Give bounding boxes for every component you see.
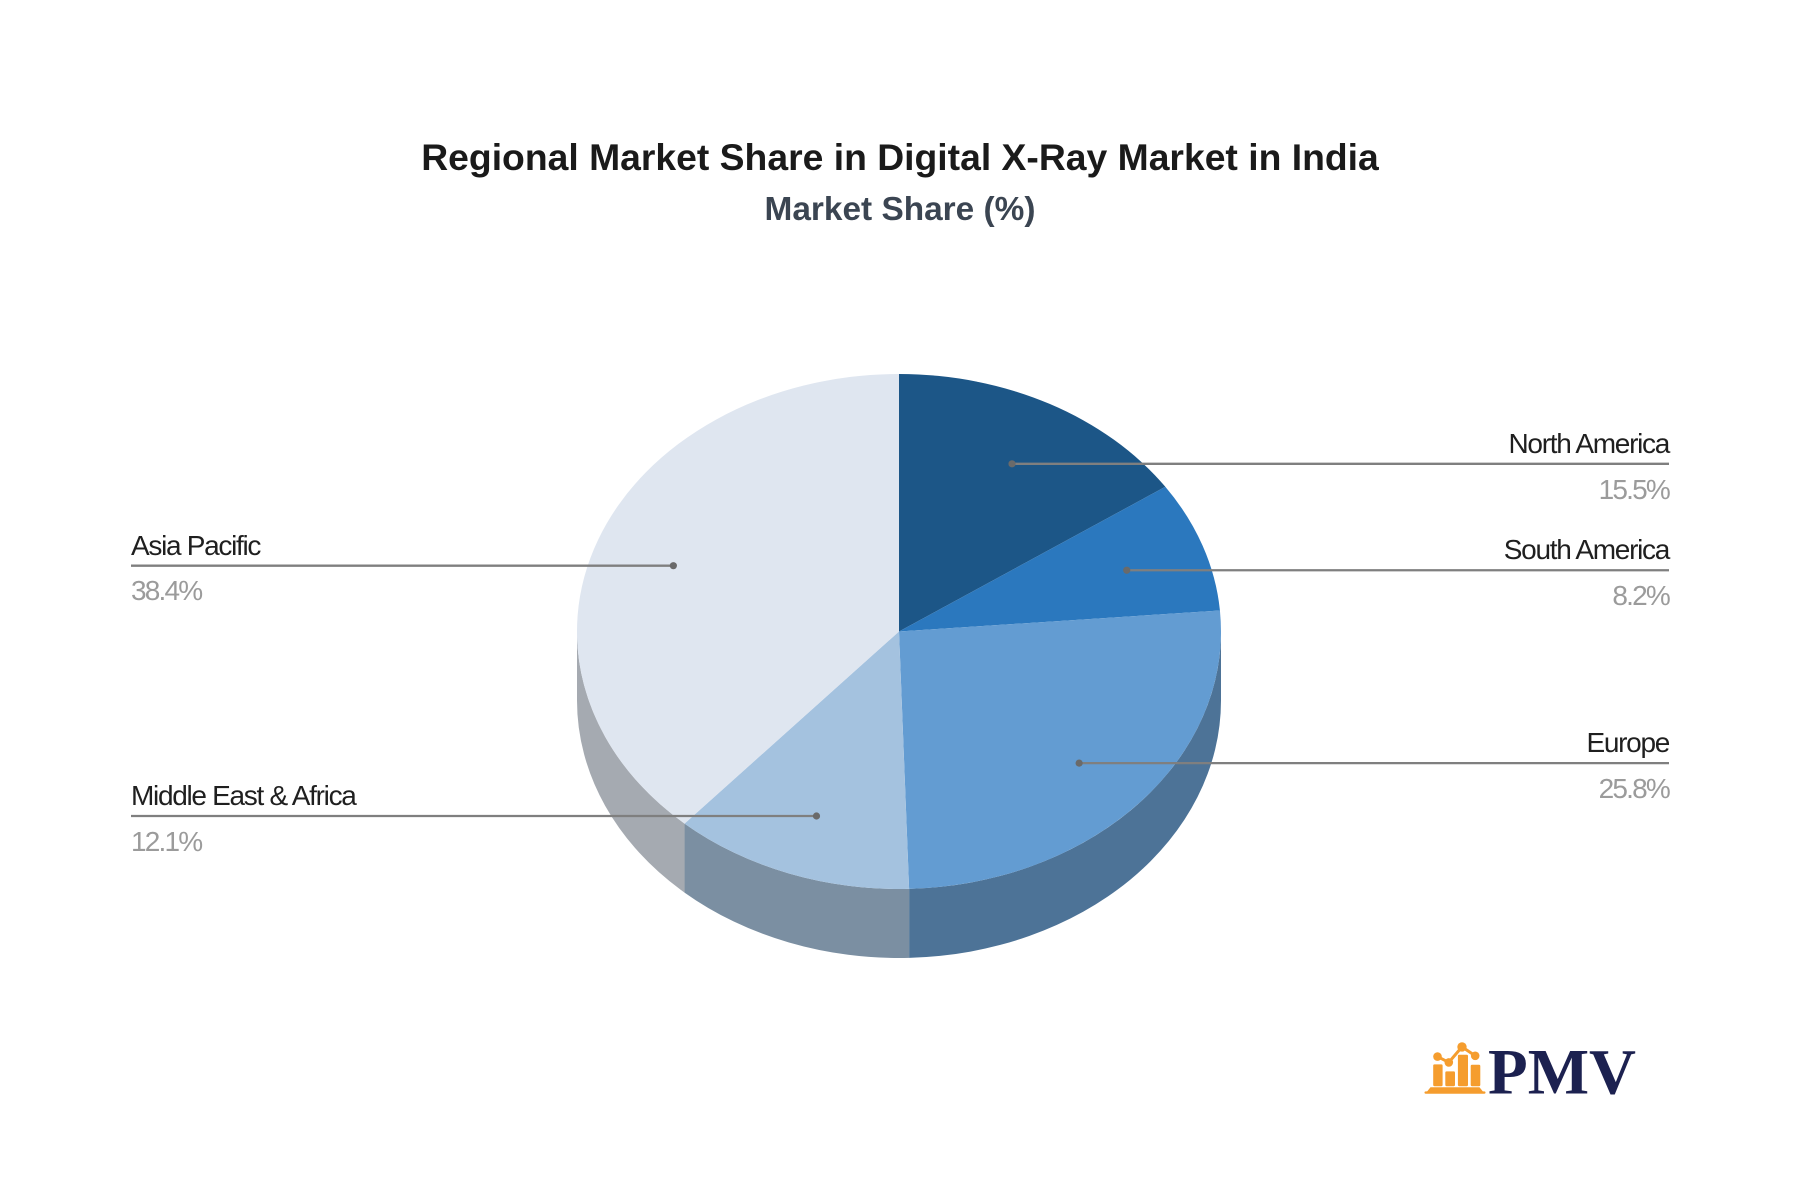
slice-label-middle-east-africa: Middle East & Africa 12.1% [131,779,357,855]
pie-slice-side [577,631,685,893]
leader-dot [1123,566,1131,574]
logo-icon-shape [1433,1052,1442,1061]
logo-icon-shape [1433,1064,1443,1087]
logo-icon-shape [1470,1051,1480,1061]
slice-value: 8.2% [1612,580,1670,611]
slice-value: 12.1% [131,825,203,857]
slice-value: 25.8% [1598,772,1671,804]
pie-slice [899,610,1222,889]
slice-name: Middle East & Africa [131,779,357,811]
logo-text: PMV [1488,1042,1636,1102]
logo-icon-shape [1470,1064,1481,1087]
pmv-logo: PMV [1424,1036,1654,1108]
logo-icon-shape [1457,1054,1468,1087]
slice-label-europe: Europe 25.8% [1586,727,1671,803]
pie-slice-side [909,631,1221,958]
pie-slice-side [684,823,910,958]
pie-slice [684,631,910,889]
leader-dot [669,562,677,570]
leader-dot [812,812,821,820]
leader-dot [1075,759,1083,767]
slice-label-south-america: South America 8.2% [1503,534,1671,610]
slice-label-asia-pacific: Asia Pacific 38.4% [131,529,261,605]
chart-subtitle: Market Share (%) [764,190,1036,228]
logo-icon-shape [1444,1058,1454,1067]
chart-title: Regional Market Share in Digital X-Ray M… [421,136,1379,178]
pie-slice [576,374,899,824]
logo-icon-shape [1457,1042,1467,1052]
leader-dot [1008,460,1016,468]
pie-slice [899,486,1220,632]
slice-value: 15.5% [1598,473,1671,505]
logo-icon-shape [1424,1091,1486,1094]
logo-icon-shape [1445,1071,1455,1087]
pie-slice [899,374,1166,632]
logo-icon-shape [1436,1044,1477,1065]
slice-name: Asia Pacific [131,529,261,561]
logo-icon-shape [1426,1087,1484,1093]
slice-value: 38.4% [131,575,203,607]
slice-name: Europe [1586,727,1671,759]
slice-name: North America [1508,427,1671,459]
slice-label-north-america: North America 15.5% [1508,427,1671,503]
bar-chart-logo-icon: PMV [1424,1036,1636,1108]
slice-name: South America [1503,534,1671,566]
